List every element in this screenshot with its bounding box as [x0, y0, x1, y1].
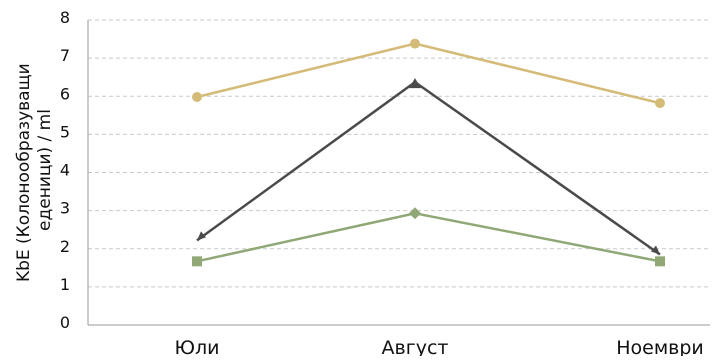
y-tick-label: 8: [60, 8, 70, 27]
data-point: [192, 92, 202, 103]
series-line: [196, 80, 661, 256]
data-point: [197, 231, 206, 241]
y-tick-label: 0: [60, 313, 70, 332]
y-tick-label: 2: [60, 237, 70, 256]
y-axis-label-line-2: еденици) / ml: [35, 109, 55, 231]
y-tick-label: 1: [60, 275, 70, 294]
data-point: [410, 38, 420, 49]
data-point: [651, 245, 660, 255]
axes: [87, 20, 710, 326]
y-axis-ticks: 0 1 2 3 4 5 6 7 8: [60, 8, 70, 332]
y-tick-label: 4: [60, 161, 70, 180]
data-point: [655, 98, 665, 109]
data-point: [192, 256, 202, 267]
series-line: [196, 212, 661, 263]
y-tick-label: 3: [60, 199, 70, 218]
y-tick-label: 5: [60, 122, 70, 141]
data-point: [655, 256, 665, 267]
x-tick-label: Август: [382, 337, 449, 356]
x-tick-label: Ноември: [616, 337, 704, 356]
y-tick-label: 6: [60, 84, 70, 103]
grid-lines: [88, 19, 710, 288]
y-tick-label: 7: [60, 46, 70, 65]
data-point: [409, 78, 421, 89]
series-group: [192, 38, 665, 267]
x-axis-ticks: Юли Август Ноември: [174, 337, 704, 359]
y-axis-label-line-1: KbE (Колонообразуващи: [14, 63, 34, 282]
data-point: [409, 207, 421, 220]
y-axis-label: KbE (Колонообразуващи еденици) / ml: [14, 58, 55, 282]
series-line: [196, 42, 661, 105]
x-tick-label: Юли: [174, 337, 219, 356]
